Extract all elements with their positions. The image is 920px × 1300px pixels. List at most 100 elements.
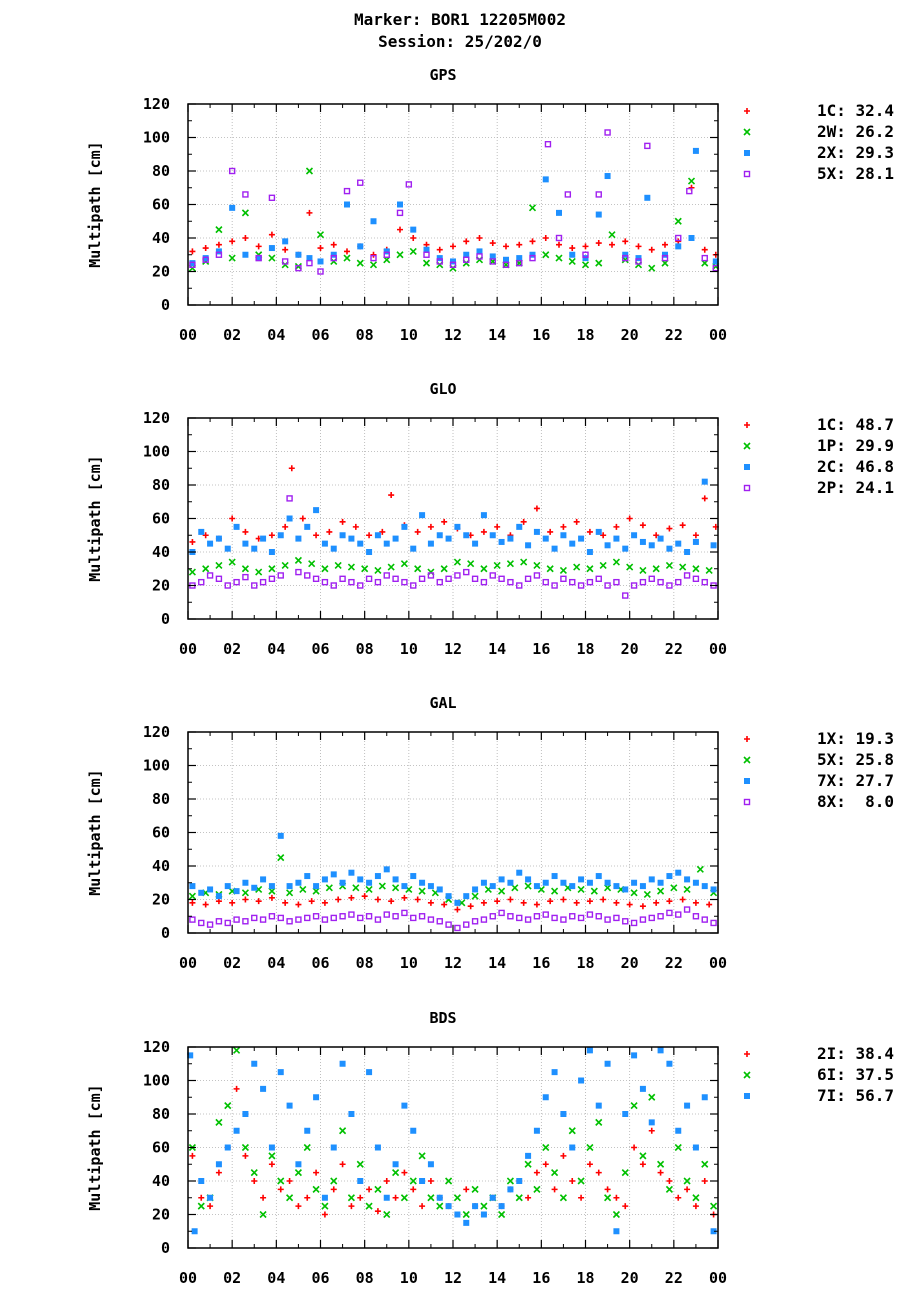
x-tick-label: 14: [488, 1269, 506, 1287]
data-point: [560, 916, 567, 923]
data-point: [242, 879, 249, 886]
data-point: [502, 261, 510, 268]
legend-entry: 2P: 24.1: [743, 478, 894, 497]
data-point: [600, 532, 607, 539]
data-point: [573, 563, 581, 571]
data-point: [206, 572, 214, 579]
data-point: [498, 538, 505, 545]
data-point: [445, 575, 452, 582]
data-point: [445, 893, 452, 900]
data-point: [578, 1077, 585, 1084]
legend-entry: 1C: 48.7: [744, 415, 894, 434]
data-point: [339, 1060, 346, 1067]
series-2x: [189, 147, 719, 267]
data-point: [520, 558, 528, 566]
data-point: [436, 255, 443, 262]
data-point: [631, 532, 638, 539]
data-point: [453, 1194, 461, 1202]
x-tick-label: 16: [532, 326, 550, 344]
data-point: [242, 540, 249, 547]
data-point: [471, 575, 479, 582]
data-point: [489, 532, 496, 539]
data-point: [644, 194, 651, 201]
legend-entry: 1X: 19.3: [744, 729, 894, 748]
data-point: [259, 1210, 267, 1219]
data-point: [321, 1211, 328, 1218]
data-point: [648, 575, 655, 582]
y-tick-label: 80: [152, 1105, 170, 1123]
data-point: [241, 889, 249, 897]
data-point: [684, 876, 691, 883]
data-point: [489, 240, 496, 247]
data-point: [242, 918, 249, 925]
data-point: [675, 238, 682, 245]
y-tick-label: 100: [143, 757, 170, 775]
data-point: [525, 1152, 532, 1159]
data-point: [189, 916, 196, 923]
data-point: [612, 1210, 620, 1219]
data-point: [657, 1169, 664, 1176]
data-point: [568, 257, 576, 266]
data-point: [529, 238, 536, 245]
data-point: [383, 540, 390, 547]
data-point: [613, 578, 620, 586]
data-point: [604, 879, 611, 886]
data-point: [392, 876, 399, 883]
series-7x: [189, 832, 717, 906]
data-point: [551, 545, 558, 552]
data-point: [604, 1194, 612, 1202]
data-point: [427, 883, 434, 890]
data-point: [436, 918, 443, 925]
data-point: [498, 887, 506, 895]
data-point: [365, 913, 373, 920]
data-point: [639, 578, 647, 586]
data-point: [604, 542, 611, 549]
data-point: [387, 563, 395, 571]
data-point: [494, 898, 501, 905]
x-tick-label: 18: [576, 326, 594, 344]
data-point: [215, 1118, 223, 1126]
data-point: [684, 549, 691, 555]
chart-glo: GLO 0 20 40 60 80 100 120 00 02 04 06 08 10 12 14 16 18 20…: [86, 380, 894, 658]
series-1x: [189, 893, 713, 913]
data-point: [383, 251, 390, 258]
data-point: [586, 1143, 594, 1152]
data-point: [229, 515, 236, 522]
data-point: [595, 240, 602, 247]
data-point: [696, 865, 704, 873]
data-point: [586, 911, 594, 918]
data-point: [198, 1194, 205, 1201]
data-point: [710, 886, 717, 893]
data-point: [396, 251, 404, 259]
data-point: [268, 245, 275, 252]
data-point: [255, 568, 263, 576]
data-point: [268, 254, 276, 262]
data-point: [701, 254, 708, 262]
y-tick-label: 80: [152, 790, 170, 808]
data-point: [516, 255, 523, 262]
data-point: [445, 921, 452, 928]
data-point: [533, 505, 540, 512]
data-point: [639, 1085, 646, 1092]
data-point: [657, 879, 664, 886]
legend-label: 7I: 56.7: [817, 1086, 894, 1105]
data-point: [250, 1169, 258, 1177]
x-tick-label: 02: [223, 326, 241, 344]
data-point: [657, 1160, 665, 1168]
data-point: [198, 889, 205, 896]
data-point: [657, 887, 665, 895]
series-7i: [187, 1047, 717, 1235]
data-point: [569, 913, 576, 920]
data-point: [228, 558, 236, 566]
legend-label: 8X: 8.0: [817, 792, 894, 811]
x-tick-label: 08: [356, 1269, 374, 1287]
data-point: [666, 873, 673, 880]
data-point: [635, 255, 642, 262]
legend-label: 2C: 46.8: [817, 457, 894, 476]
y-tick-label: 20: [152, 577, 170, 595]
data-point: [242, 251, 249, 258]
data-point: [357, 1194, 364, 1201]
data-point: [365, 885, 373, 894]
data-point: [515, 1194, 523, 1202]
data-point: [427, 523, 434, 530]
